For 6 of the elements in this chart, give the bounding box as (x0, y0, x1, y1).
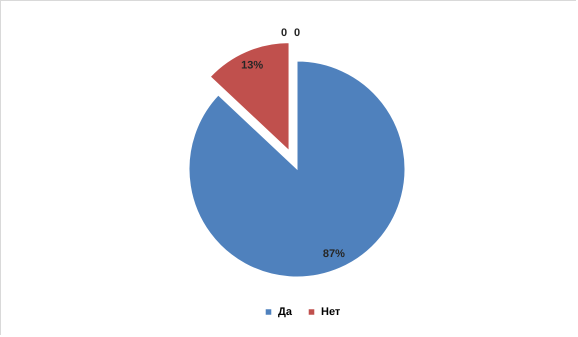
legend-label: Нет (321, 306, 341, 318)
legend-label: Да (278, 306, 293, 318)
text: 0 (294, 27, 300, 39)
text: 0 (280, 27, 288, 39)
data-label: 13% (241, 59, 264, 72)
data-label: 87% (322, 248, 346, 260)
